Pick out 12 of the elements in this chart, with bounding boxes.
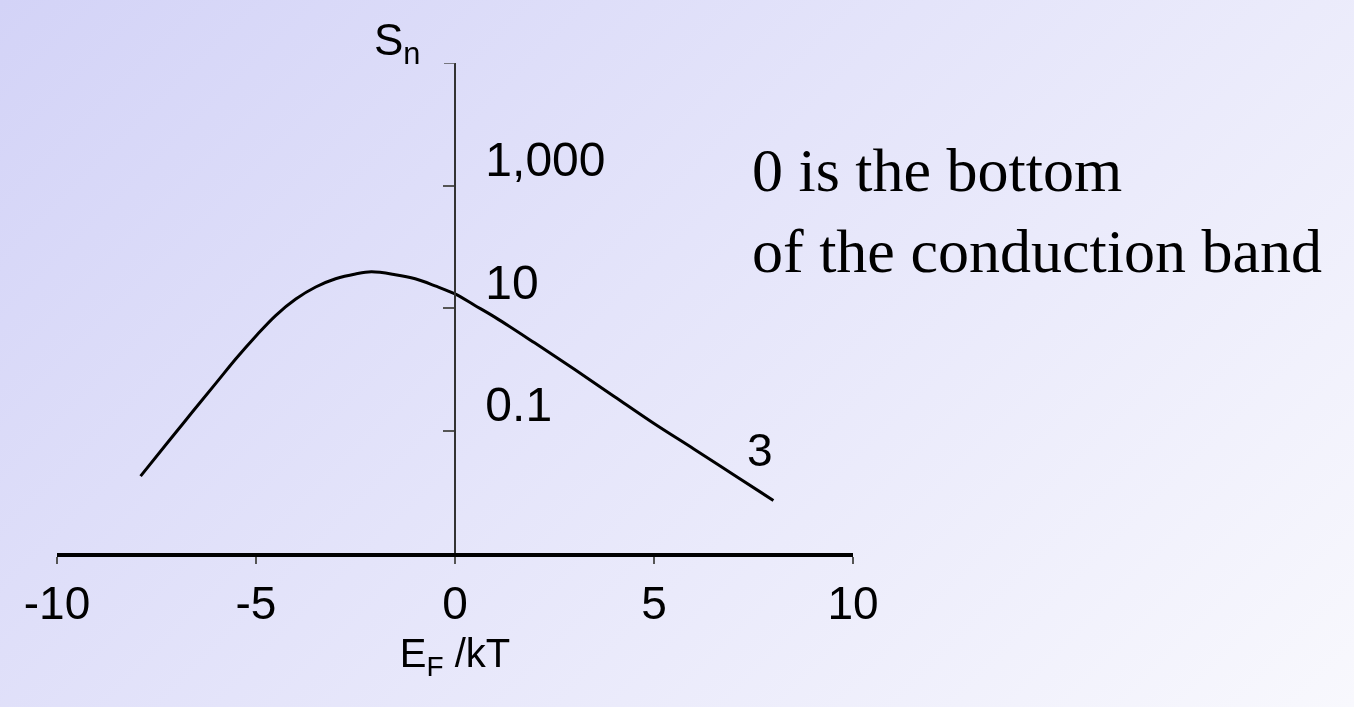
- annotation: 3: [747, 424, 773, 476]
- x-tick-label: -5: [235, 577, 277, 630]
- annotation: 0 is the bottom of the conduction band: [752, 136, 1322, 285]
- y-axis-title: S$_{n}$: [374, 15, 421, 72]
- y-tick-label: 0.1: [485, 378, 553, 432]
- x-axis-title: E$_{F}$ /kT: [399, 631, 511, 682]
- x-tick-label: -10: [23, 577, 91, 630]
- x-tick-label: 10: [827, 577, 879, 630]
- x-tick-label: 5: [641, 577, 667, 630]
- y-tick-label: 1,000: [485, 133, 606, 187]
- x-tick-label: 0: [442, 577, 468, 630]
- y-tick-label: 10: [485, 255, 539, 309]
